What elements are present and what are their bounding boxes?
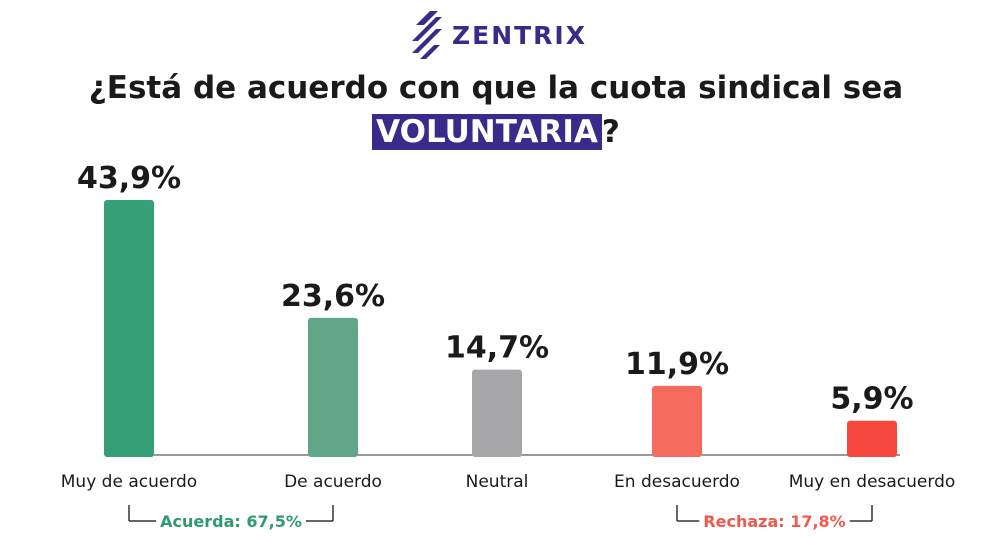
category-label-0: Muy de acuerdo — [61, 472, 197, 492]
category-label-3: En desacuerdo — [614, 472, 740, 492]
group-label-1: Rechaza: 17,8% — [703, 512, 845, 531]
title-suffix: ? — [601, 114, 620, 150]
value-label-3: 11,9% — [625, 347, 729, 382]
value-label-2: 14,7% — [445, 331, 549, 366]
value-label-0: 43,9% — [77, 161, 181, 196]
bar-3 — [652, 385, 702, 457]
category-label-1: De acuerdo — [284, 472, 382, 492]
zentrix-logo-icon — [412, 11, 442, 59]
chart-title-line2: VOLUNTARIA? — [0, 114, 992, 150]
value-label-4: 5,9% — [830, 382, 913, 417]
brand-name: ZENTRIX — [452, 20, 588, 50]
bar-4 — [847, 420, 897, 457]
chart-title-line1: ¿Está de acuerdo con que la cuota sindic… — [88, 70, 904, 106]
value-label-1: 23,6% — [281, 279, 385, 314]
group-label-0: Acuerda: 67,5% — [160, 512, 302, 531]
bar-2 — [472, 369, 522, 457]
category-label-2: Neutral — [466, 472, 529, 492]
title-highlight: VOLUNTARIA — [372, 114, 602, 150]
bar-1 — [308, 317, 358, 457]
bar-0 — [104, 200, 154, 457]
brand-logo: ZENTRIX — [410, 10, 587, 60]
category-label-4: Muy en desacuerdo — [789, 472, 956, 492]
